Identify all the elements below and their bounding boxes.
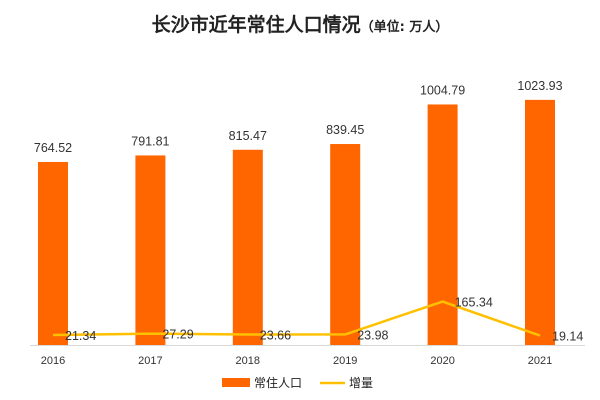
line-label-2019: 23.98 [357,328,388,342]
bar-2020 [427,104,458,345]
x-tick-2017: 2017 [138,355,162,367]
bar-label-2018: 815.47 [229,129,267,143]
line-label-2021: 19.14 [552,330,583,344]
bar-2017 [135,155,166,345]
x-tick-2019: 2019 [333,355,357,367]
line-label-2018: 23.66 [260,329,291,343]
bar-label-2019: 839.45 [326,123,364,137]
title-main: 长沙市近年常住人口情况 [151,14,361,36]
bar-label-2016: 764.52 [34,141,72,155]
x-tick-2021: 2021 [528,355,552,367]
legend-swatch-bar [222,378,250,387]
line-label-2020: 165.34 [455,296,493,310]
bar-label-2021: 1023.93 [517,79,562,93]
bar-2016 [38,161,68,345]
bar-2018 [232,149,263,345]
legend-label-line: 增量 [349,376,373,390]
title-unit: （单位: 万人） [360,20,449,35]
bar-label-2017: 791.81 [131,134,169,148]
x-tick-2018: 2018 [236,355,260,367]
line-label-2017: 27.29 [162,328,193,342]
chart-title: 长沙市近年常住人口情况（单位: 万人） [0,10,600,37]
bar-2021 [525,99,555,345]
bar-label-2020: 1004.79 [420,83,465,97]
bar-2019 [330,144,361,345]
x-tick-2020: 2020 [430,355,454,367]
x-tick-2016: 2016 [41,355,65,367]
line-series-增量 [52,300,541,337]
legend-label-bar: 常住人口 [254,376,302,390]
line-label-2016: 21.34 [65,329,96,343]
